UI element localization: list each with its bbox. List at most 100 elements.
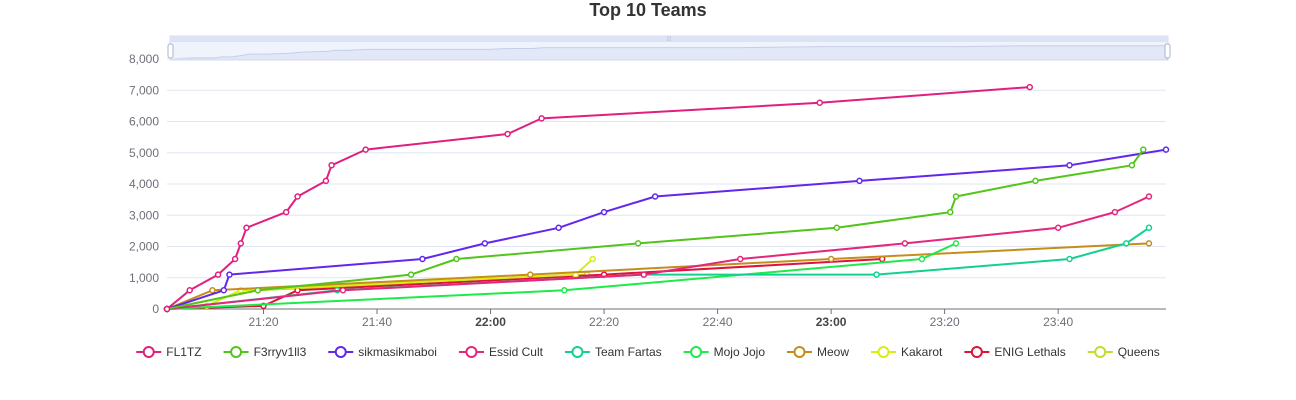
data-point[interactable] [481, 240, 489, 247]
data-point[interactable] [243, 224, 250, 231]
legend-item[interactable]: Kakarot [871, 345, 943, 359]
data-point[interactable] [640, 271, 648, 278]
data-point[interactable] [1026, 83, 1034, 91]
data-point[interactable] [453, 255, 460, 263]
x-tick-label: 21:40 [362, 315, 392, 329]
data-point[interactable] [952, 193, 960, 200]
x-tick-label: 22:40 [703, 315, 733, 329]
legend-item[interactable]: Essid Cult [458, 345, 544, 359]
data-point[interactable] [1066, 255, 1073, 263]
data-point[interactable] [328, 162, 335, 169]
series-line [166, 258, 883, 310]
legend-item[interactable]: Mojo Jojo [683, 345, 766, 359]
data-point[interactable] [237, 240, 245, 247]
legend-label: Kakarot [901, 345, 943, 359]
data-point[interactable] [186, 287, 193, 294]
data-point[interactable] [282, 208, 290, 216]
data-point[interactable] [873, 271, 880, 278]
y-tick-label: 7,000 [129, 83, 159, 97]
data-point[interactable] [407, 271, 415, 278]
y-tick-label: 5,000 [129, 146, 159, 160]
series-line [166, 242, 1150, 310]
data-point[interactable] [1145, 193, 1153, 200]
legend-marker-icon [877, 346, 890, 358]
data-point[interactable] [220, 287, 228, 294]
legend-marker-icon [970, 346, 983, 358]
legend-item[interactable]: FL1TZ [136, 345, 202, 359]
data-point[interactable] [737, 255, 744, 263]
series-fl1tz [163, 83, 1034, 313]
data-point[interactable] [419, 255, 426, 263]
data-point[interactable] [538, 115, 545, 122]
legend-label: ENIG Lethals [994, 345, 1065, 359]
legend-marker-icon [334, 346, 347, 358]
y-tick-label: 1,000 [129, 271, 159, 285]
data-point[interactable] [209, 287, 216, 294]
data-point[interactable] [1111, 208, 1119, 216]
series-line [166, 195, 1150, 310]
data-point[interactable] [1066, 162, 1073, 169]
datazoom-handle-right[interactable] [1164, 43, 1171, 59]
data-point[interactable] [1145, 240, 1153, 247]
data-point[interactable] [827, 255, 835, 263]
series-meow [163, 240, 1153, 313]
data-point[interactable] [555, 224, 562, 231]
data-point[interactable] [226, 271, 233, 278]
y-tick-label: 0 [152, 302, 159, 316]
legend-item[interactable]: sikmasikmaboi [328, 345, 437, 359]
data-point[interactable] [561, 287, 568, 294]
data-point[interactable] [1054, 224, 1062, 231]
data-point[interactable] [918, 255, 926, 263]
x-tick-label: 23:00 [816, 315, 847, 329]
data-point[interactable] [1140, 146, 1147, 153]
y-tick-label: 3,000 [129, 208, 159, 222]
data-point[interactable] [1128, 162, 1136, 169]
data-point[interactable] [816, 99, 824, 106]
datazoom-data-shadow [169, 45, 1169, 60]
data-point[interactable] [589, 255, 596, 263]
data-point[interactable] [254, 287, 262, 294]
legend-item[interactable]: Meow [786, 345, 849, 359]
data-point[interactable] [1145, 224, 1153, 231]
legend-label: Queens [1118, 345, 1160, 359]
legend-marker-icon [690, 346, 703, 358]
legend-label: FL1TZ [166, 345, 201, 359]
data-point[interactable] [362, 146, 369, 153]
data-point[interactable] [163, 305, 171, 313]
data-point[interactable] [600, 208, 608, 216]
data-point[interactable] [1162, 146, 1170, 153]
data-point[interactable] [651, 193, 659, 200]
x-tick-label: 21:20 [248, 315, 278, 329]
legend-item[interactable]: Queens [1087, 345, 1160, 359]
legend: FL1TZ F3rryv1ll3 sikmasikmaboi Essid Cult Te… [136, 345, 1160, 359]
data-point[interactable] [952, 240, 960, 247]
data-point[interactable] [339, 287, 347, 294]
data-point[interactable] [634, 240, 642, 247]
datazoom-slider[interactable]: ⁞⁞⁞ [167, 35, 1171, 61]
legend-marker-icon [1094, 346, 1107, 358]
data-point[interactable] [231, 255, 239, 263]
data-point[interactable] [322, 177, 330, 185]
datazoom-move-bar[interactable] [170, 36, 1168, 42]
legend-item[interactable]: ENIG Lethals [964, 345, 1066, 359]
data-point[interactable] [1032, 177, 1039, 185]
data-point[interactable] [504, 130, 511, 138]
data-point[interactable] [527, 271, 534, 278]
y-tick-label: 4,000 [129, 177, 159, 191]
datazoom-handle-left[interactable] [167, 43, 174, 59]
legend-item[interactable]: F3rryv1ll3 [223, 345, 307, 359]
data-point[interactable] [947, 208, 954, 216]
data-point[interactable] [294, 193, 301, 200]
data-point[interactable] [1123, 240, 1130, 247]
legend-item[interactable]: Team Fartas [564, 345, 662, 359]
data-point[interactable] [856, 177, 863, 185]
y-tick-label: 8,000 [129, 52, 159, 66]
data-point[interactable] [833, 224, 841, 231]
legend-marker-icon [571, 346, 584, 358]
y-tick-label: 2,000 [129, 240, 159, 254]
data-point[interactable] [901, 240, 909, 247]
y-axis: 0 1,000 2,000 3,000 4,000 5,000 6,000 7,000 8,00… [129, 52, 159, 316]
x-tick-label: 23:40 [1043, 315, 1073, 329]
data-point[interactable] [214, 271, 222, 278]
